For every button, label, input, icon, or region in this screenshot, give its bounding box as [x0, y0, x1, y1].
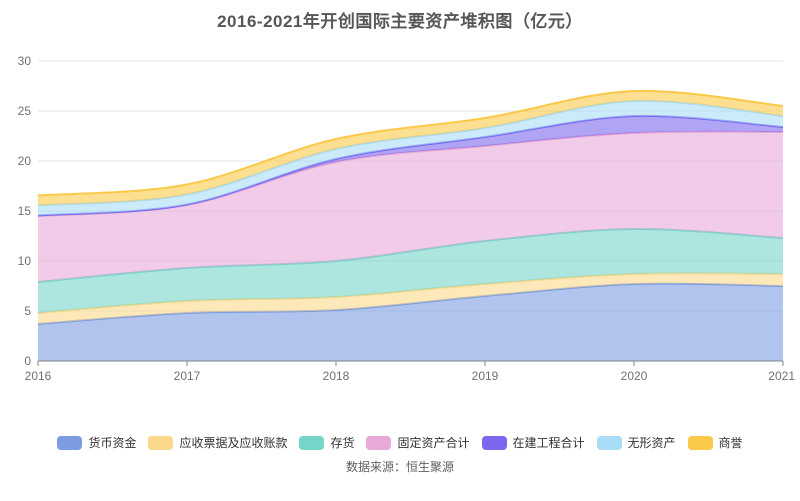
line-series-6: [37, 89, 784, 197]
legend-item-5[interactable]: 无形资产: [596, 434, 676, 451]
legend-label: 在建工程合计: [512, 436, 585, 450]
legend-label: 固定资产合计: [397, 436, 470, 450]
legend-item-1[interactable]: 应收票据及应收账款: [148, 434, 287, 451]
data-source-note: 数据来源：恒生聚源: [345, 460, 454, 474]
legend-item-4[interactable]: 在建工程合计: [481, 434, 585, 451]
legend-item-3[interactable]: 固定资产合计: [366, 434, 470, 451]
x-axis-label: 2021: [768, 369, 795, 383]
chart-legend: 货币资金 应收票据及应收账款 存货 固定资产合计 在建工程合计 无形资产 商誉: [0, 434, 800, 451]
area-series-4: [38, 115, 783, 216]
legend-marker: [366, 435, 392, 450]
legend-label: 应收票据及应收账款: [179, 436, 288, 450]
area-series-6: [38, 90, 783, 206]
area-series-1: [38, 273, 783, 324]
legend-label: 货币资金: [88, 436, 137, 450]
legend-marker: [687, 435, 713, 450]
legend-marker: [596, 435, 622, 450]
area-series-0: [38, 283, 783, 361]
chart-title: 2016-2021年开创国际主要资产堆积图（亿元）: [217, 12, 583, 31]
legend-item-0[interactable]: 货币资金: [57, 434, 136, 451]
x-axis-label: 2017: [174, 369, 201, 383]
y-axis-label: 10: [18, 254, 32, 268]
legend-label: 商誉: [718, 436, 743, 450]
y-axis-label: 20: [18, 154, 32, 168]
x-axis-label: 2018: [323, 369, 350, 383]
area-series-2: [38, 228, 783, 313]
x-axis-label: 2020: [621, 369, 648, 383]
y-axis-label: 5: [24, 304, 31, 318]
x-axis-label: 2016: [25, 369, 52, 383]
area-series-5: [38, 100, 783, 216]
area-series-3: [38, 131, 783, 282]
legend-marker: [481, 435, 507, 450]
legend-item-2[interactable]: 存货: [299, 434, 354, 451]
y-axis-label: 0: [24, 354, 31, 368]
legend-marker: [148, 435, 174, 450]
legend-item-6[interactable]: 商誉: [687, 434, 743, 451]
legend-label: 存货: [330, 436, 355, 450]
y-axis-label: 25: [18, 104, 32, 118]
y-axis-label: 30: [18, 54, 32, 68]
legend-label: 无形资产: [627, 436, 676, 450]
y-axis-label: 15: [18, 204, 32, 218]
x-axis-label: 2019: [472, 369, 499, 383]
legend-marker: [299, 435, 325, 450]
legend-marker: [57, 435, 83, 450]
